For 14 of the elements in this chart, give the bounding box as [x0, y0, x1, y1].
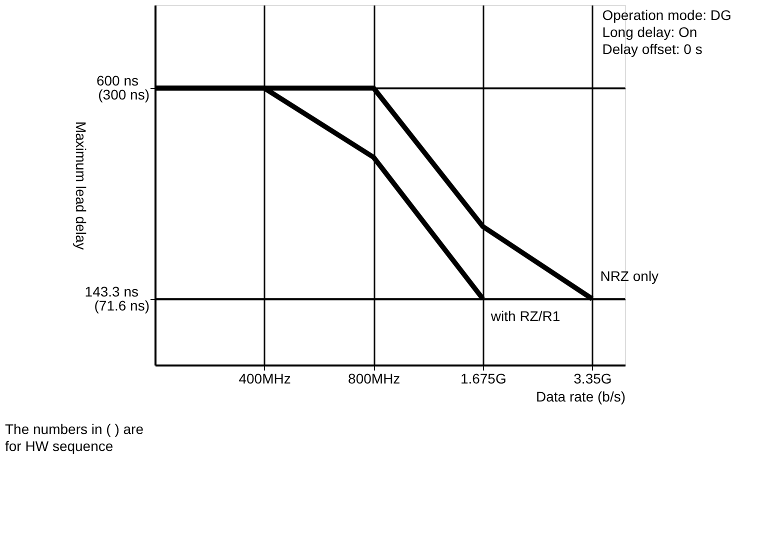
y-tick-label: 143.3 ns: [84, 283, 138, 300]
y2-tick-label: (71.6 ns): [94, 297, 150, 314]
y2-tick-label: (300 ns): [98, 86, 150, 103]
series-label: NRZ only: [600, 268, 659, 284]
series-label: with RZ/R1: [490, 308, 560, 324]
x-tick-label: 3.35G: [574, 370, 612, 386]
x-tick-label: 400MHz: [238, 370, 291, 386]
x-tick-label: 1.675G: [460, 370, 506, 386]
x-axis-title: Data rate (b/s): [536, 388, 626, 404]
y-tick-label: 600 ns: [96, 72, 138, 89]
x-tick-label: 800MHz: [348, 370, 400, 386]
annotation: Operation mode: DG Long delay: On Delay offset: 0 s: [602, 7, 732, 57]
text: The numbers in ( ) are for HW sequence: [5, 421, 144, 454]
y-axis-title: Maximum lead delay: [72, 121, 89, 250]
